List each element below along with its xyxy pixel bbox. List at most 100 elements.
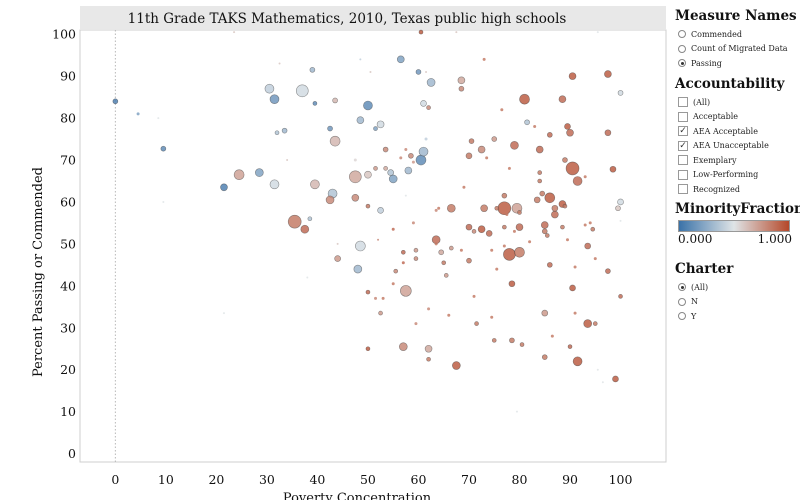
radio-charter-n[interactable] [678, 297, 686, 306]
data-point[interactable] [544, 233, 550, 238]
data-point[interactable] [424, 137, 428, 141]
data-point[interactable] [480, 204, 488, 213]
data-point[interactable] [572, 176, 583, 186]
data-point[interactable] [353, 264, 363, 274]
data-point[interactable] [540, 221, 549, 229]
checkbox-aea-acceptable[interactable]: ✓ [678, 126, 688, 137]
data-point[interactable] [551, 210, 559, 219]
data-point[interactable] [583, 175, 587, 179]
data-point[interactable] [329, 135, 341, 147]
data-point[interactable] [562, 203, 568, 209]
data-point[interactable] [501, 192, 508, 199]
checkbox-aea-unacceptable[interactable]: ✓ [678, 140, 688, 151]
data-point[interactable] [551, 204, 559, 212]
charter-option-n[interactable]: N [678, 295, 800, 310]
data-point[interactable] [474, 321, 479, 326]
data-point[interactable] [572, 356, 583, 367]
data-point[interactable] [458, 85, 465, 92]
data-point[interactable] [547, 132, 553, 138]
data-point[interactable] [519, 93, 530, 105]
data-point[interactable] [604, 129, 612, 137]
data-point[interactable] [601, 381, 604, 384]
data-point[interactable] [568, 72, 577, 80]
data-point[interactable] [535, 145, 544, 154]
radio-charter-all[interactable] [678, 283, 686, 292]
data-point[interactable] [550, 334, 554, 338]
data-point[interactable] [533, 124, 537, 128]
data-point[interactable] [537, 178, 543, 184]
data-point[interactable] [399, 156, 403, 160]
data-point[interactable] [515, 410, 518, 413]
radio-passing[interactable] [678, 59, 686, 68]
data-point[interactable] [353, 158, 357, 162]
data-point[interactable] [596, 368, 599, 371]
data-point[interactable] [383, 166, 388, 171]
data-point[interactable] [441, 260, 447, 266]
data-point[interactable] [391, 227, 395, 231]
data-point[interactable] [415, 69, 422, 75]
data-point[interactable] [112, 98, 119, 105]
data-point[interactable] [264, 83, 275, 94]
data-point[interactable] [564, 123, 571, 130]
accountability-option-low-performing[interactable]: Low-Performing [678, 168, 800, 183]
data-point[interactable] [509, 337, 515, 344]
data-point[interactable] [382, 146, 389, 153]
data-point[interactable] [524, 119, 530, 126]
data-point[interactable] [404, 194, 407, 197]
data-point[interactable] [491, 136, 498, 142]
radio-charter-y[interactable] [678, 312, 686, 321]
data-point[interactable] [310, 179, 320, 190]
data-point[interactable] [160, 145, 167, 152]
data-point[interactable] [255, 168, 264, 177]
data-point[interactable] [517, 210, 522, 215]
data-point[interactable] [541, 354, 548, 360]
checkbox-recognized[interactable] [678, 184, 688, 195]
measure-option-commended[interactable]: Commended [678, 27, 800, 42]
data-point[interactable] [332, 97, 338, 104]
data-point[interactable] [400, 285, 412, 297]
data-point[interactable] [307, 216, 313, 222]
data-point[interactable] [325, 195, 335, 205]
data-point[interactable] [381, 296, 385, 300]
data-point[interactable] [491, 338, 497, 343]
accountability-option-all[interactable]: (All) [678, 95, 800, 110]
data-point[interactable] [408, 153, 414, 159]
data-point[interactable] [459, 248, 463, 252]
data-point[interactable] [233, 169, 245, 180]
data-point[interactable] [558, 95, 567, 104]
accountability-option-aea-unacceptable[interactable]: ✓ AEA Unacceptable [678, 139, 800, 154]
data-point[interactable] [503, 248, 516, 261]
data-point[interactable] [447, 313, 451, 317]
data-point[interactable] [505, 213, 509, 217]
data-point[interactable] [539, 190, 546, 197]
data-point[interactable] [369, 70, 372, 73]
data-point[interactable] [573, 265, 577, 269]
checkbox-acceptable[interactable] [678, 111, 688, 122]
data-point[interactable] [365, 346, 371, 352]
data-point[interactable] [471, 229, 477, 234]
data-point[interactable] [562, 157, 568, 163]
data-point[interactable] [465, 152, 473, 160]
data-point[interactable] [373, 126, 378, 131]
data-point[interactable] [391, 282, 395, 286]
data-point[interactable] [604, 70, 612, 78]
data-point[interactable] [387, 169, 394, 176]
measure-option-count[interactable]: Count of Migrated Data [678, 42, 800, 57]
data-point[interactable] [512, 229, 516, 233]
data-point[interactable] [490, 248, 494, 252]
data-point[interactable] [312, 101, 318, 106]
data-point[interactable] [515, 223, 524, 231]
data-point[interactable] [300, 224, 310, 234]
data-point[interactable] [485, 156, 489, 160]
data-point[interactable] [494, 205, 500, 211]
data-point[interactable] [465, 223, 473, 231]
measure-option-passing[interactable]: Passing [678, 56, 800, 71]
data-point[interactable] [425, 70, 428, 73]
checkbox-exemplary[interactable] [678, 155, 688, 166]
data-point[interactable] [615, 205, 621, 212]
data-point[interactable] [449, 245, 454, 251]
data-point[interactable] [544, 192, 556, 204]
data-point[interactable] [495, 267, 499, 271]
data-point[interactable] [566, 128, 574, 137]
data-point[interactable] [609, 165, 617, 173]
